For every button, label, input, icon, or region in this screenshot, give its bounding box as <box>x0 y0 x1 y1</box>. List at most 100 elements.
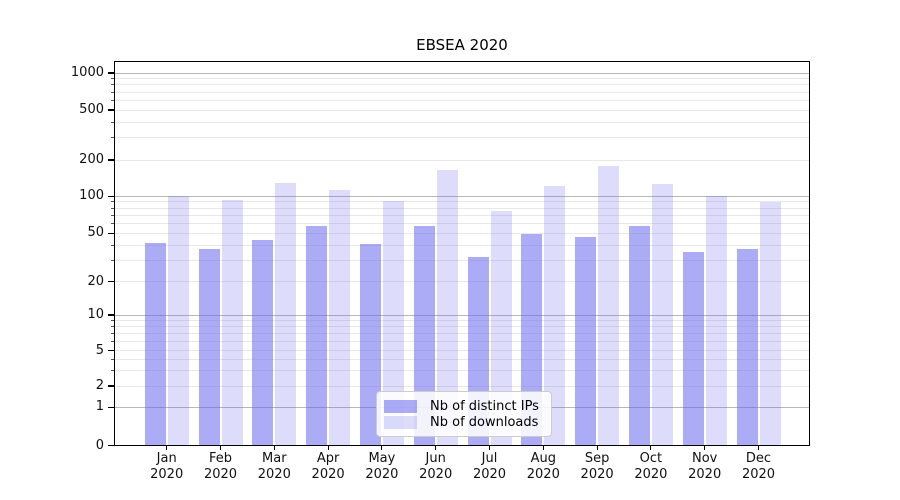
legend-item-downloads: Nb of downloads <box>384 414 543 430</box>
bar-distinct-ips <box>198 249 220 446</box>
x-tick-label: May 2020 <box>365 451 399 482</box>
x-tick-mark <box>166 445 168 450</box>
gridline-minor <box>114 84 810 86</box>
bar-distinct-ips <box>306 226 328 446</box>
y-minor-tick-mark <box>111 214 114 216</box>
y-tick-mark <box>108 349 114 352</box>
gridline-minor <box>114 358 810 360</box>
gridline-minor <box>114 259 810 261</box>
y-tick-label: 2 <box>95 378 104 393</box>
x-tick-mark <box>650 445 652 450</box>
gridline-minor <box>114 109 810 111</box>
y-tick-mark <box>108 281 114 283</box>
gridline-minor <box>114 99 810 101</box>
gridline-minor <box>114 214 810 216</box>
bar-distinct-ips <box>736 249 758 446</box>
bar-downloads <box>329 190 351 446</box>
x-tick-mark <box>757 445 760 450</box>
gridline-major <box>114 195 810 197</box>
y-tick-mark <box>108 406 114 408</box>
x-tick-label: Jun 2020 <box>419 451 453 482</box>
legend: Nb of distinct IPs Nb of downloads <box>376 391 552 437</box>
bar-distinct-ips <box>252 240 274 446</box>
gridline-minor <box>114 281 810 283</box>
bar-downloads <box>221 200 243 446</box>
y-tick-mark <box>108 72 114 74</box>
x-tick-label: Sep 2020 <box>580 451 614 482</box>
bar-downloads <box>759 201 781 446</box>
y-minor-tick-mark <box>111 358 114 360</box>
gridline-minor <box>114 121 810 123</box>
gridline-minor <box>114 369 810 371</box>
y-minor-tick-mark <box>111 340 114 342</box>
y-minor-tick-mark <box>111 332 114 334</box>
y-tick-mark <box>108 445 114 447</box>
gridline-minor <box>114 325 810 327</box>
x-tick-label: Aug 2020 <box>526 451 560 482</box>
y-minor-tick-mark <box>111 91 114 93</box>
legend-label-distinct-ips: Nb of distinct IPs <box>430 398 539 414</box>
y-tick-label: 50 <box>87 225 104 241</box>
y-tick-mark <box>108 109 114 111</box>
bar-downloads <box>705 196 727 446</box>
bar-distinct-ips <box>575 236 597 446</box>
bar-downloads <box>651 184 673 446</box>
x-tick-mark <box>381 445 383 450</box>
gridline-minor <box>114 244 810 246</box>
x-tick-label: Apr 2020 <box>311 451 345 482</box>
gridline-minor <box>114 340 810 342</box>
gridline-minor <box>114 201 810 203</box>
bar-downloads <box>490 210 512 446</box>
gridline-minor <box>114 350 810 351</box>
x-tick-mark <box>435 445 437 450</box>
y-minor-tick-mark <box>111 223 114 225</box>
y-tick-label: 500 <box>79 102 104 117</box>
x-tick-label: Oct 2020 <box>634 451 668 482</box>
y-tick-label: 1 <box>95 399 104 415</box>
legend-item-distinct-ips: Nb of distinct IPs <box>384 398 543 414</box>
x-tick-mark <box>542 445 544 450</box>
y-tick-label: 1000 <box>70 65 104 80</box>
x-tick-label: Nov 2020 <box>688 451 722 482</box>
gridline-minor <box>114 91 810 93</box>
y-minor-tick-mark <box>111 78 114 80</box>
y-minor-tick-mark <box>111 201 114 203</box>
gridline-minor <box>114 232 810 234</box>
x-tick-mark <box>596 445 598 450</box>
y-minor-tick-mark <box>111 121 114 123</box>
x-tick-label: Jan 2020 <box>150 451 184 482</box>
legend-label-downloads: Nb of downloads <box>430 414 539 430</box>
y-tick-label: 5 <box>95 342 104 358</box>
x-tick-mark <box>488 445 491 450</box>
bar-distinct-ips <box>682 252 704 446</box>
legend-swatch-distinct-ips <box>384 399 417 413</box>
bar-downloads <box>167 195 189 446</box>
y-tick-label: 200 <box>79 152 104 167</box>
bar-downloads <box>382 200 404 446</box>
x-tick-mark <box>273 445 275 450</box>
bar-downloads <box>436 170 458 446</box>
x-tick-mark <box>219 445 222 450</box>
y-minor-tick-mark <box>111 319 114 321</box>
y-minor-tick-mark <box>111 244 114 246</box>
x-tick-mark <box>704 445 706 450</box>
y-minor-tick-mark <box>111 137 114 139</box>
chart-title: EBSEA 2020 <box>416 36 508 54</box>
x-tick-mark <box>327 445 329 450</box>
y-minor-tick-mark <box>111 99 114 101</box>
bar-distinct-ips <box>628 226 650 446</box>
gridline-minor <box>114 207 810 209</box>
gridline-minor <box>114 385 810 387</box>
y-minor-tick-mark <box>111 207 114 209</box>
bar-distinct-ips <box>144 242 166 446</box>
y-tick-label: 20 <box>87 273 104 289</box>
y-tick-label: 100 <box>79 188 104 204</box>
y-minor-tick-mark <box>111 84 114 86</box>
y-tick-mark <box>108 195 114 197</box>
x-tick-label: Jul 2020 <box>472 451 507 482</box>
y-tick-mark <box>108 314 114 316</box>
gridline-minor <box>114 159 810 161</box>
bar-distinct-ips <box>359 243 381 446</box>
x-tick-label: Mar 2020 <box>257 451 291 482</box>
